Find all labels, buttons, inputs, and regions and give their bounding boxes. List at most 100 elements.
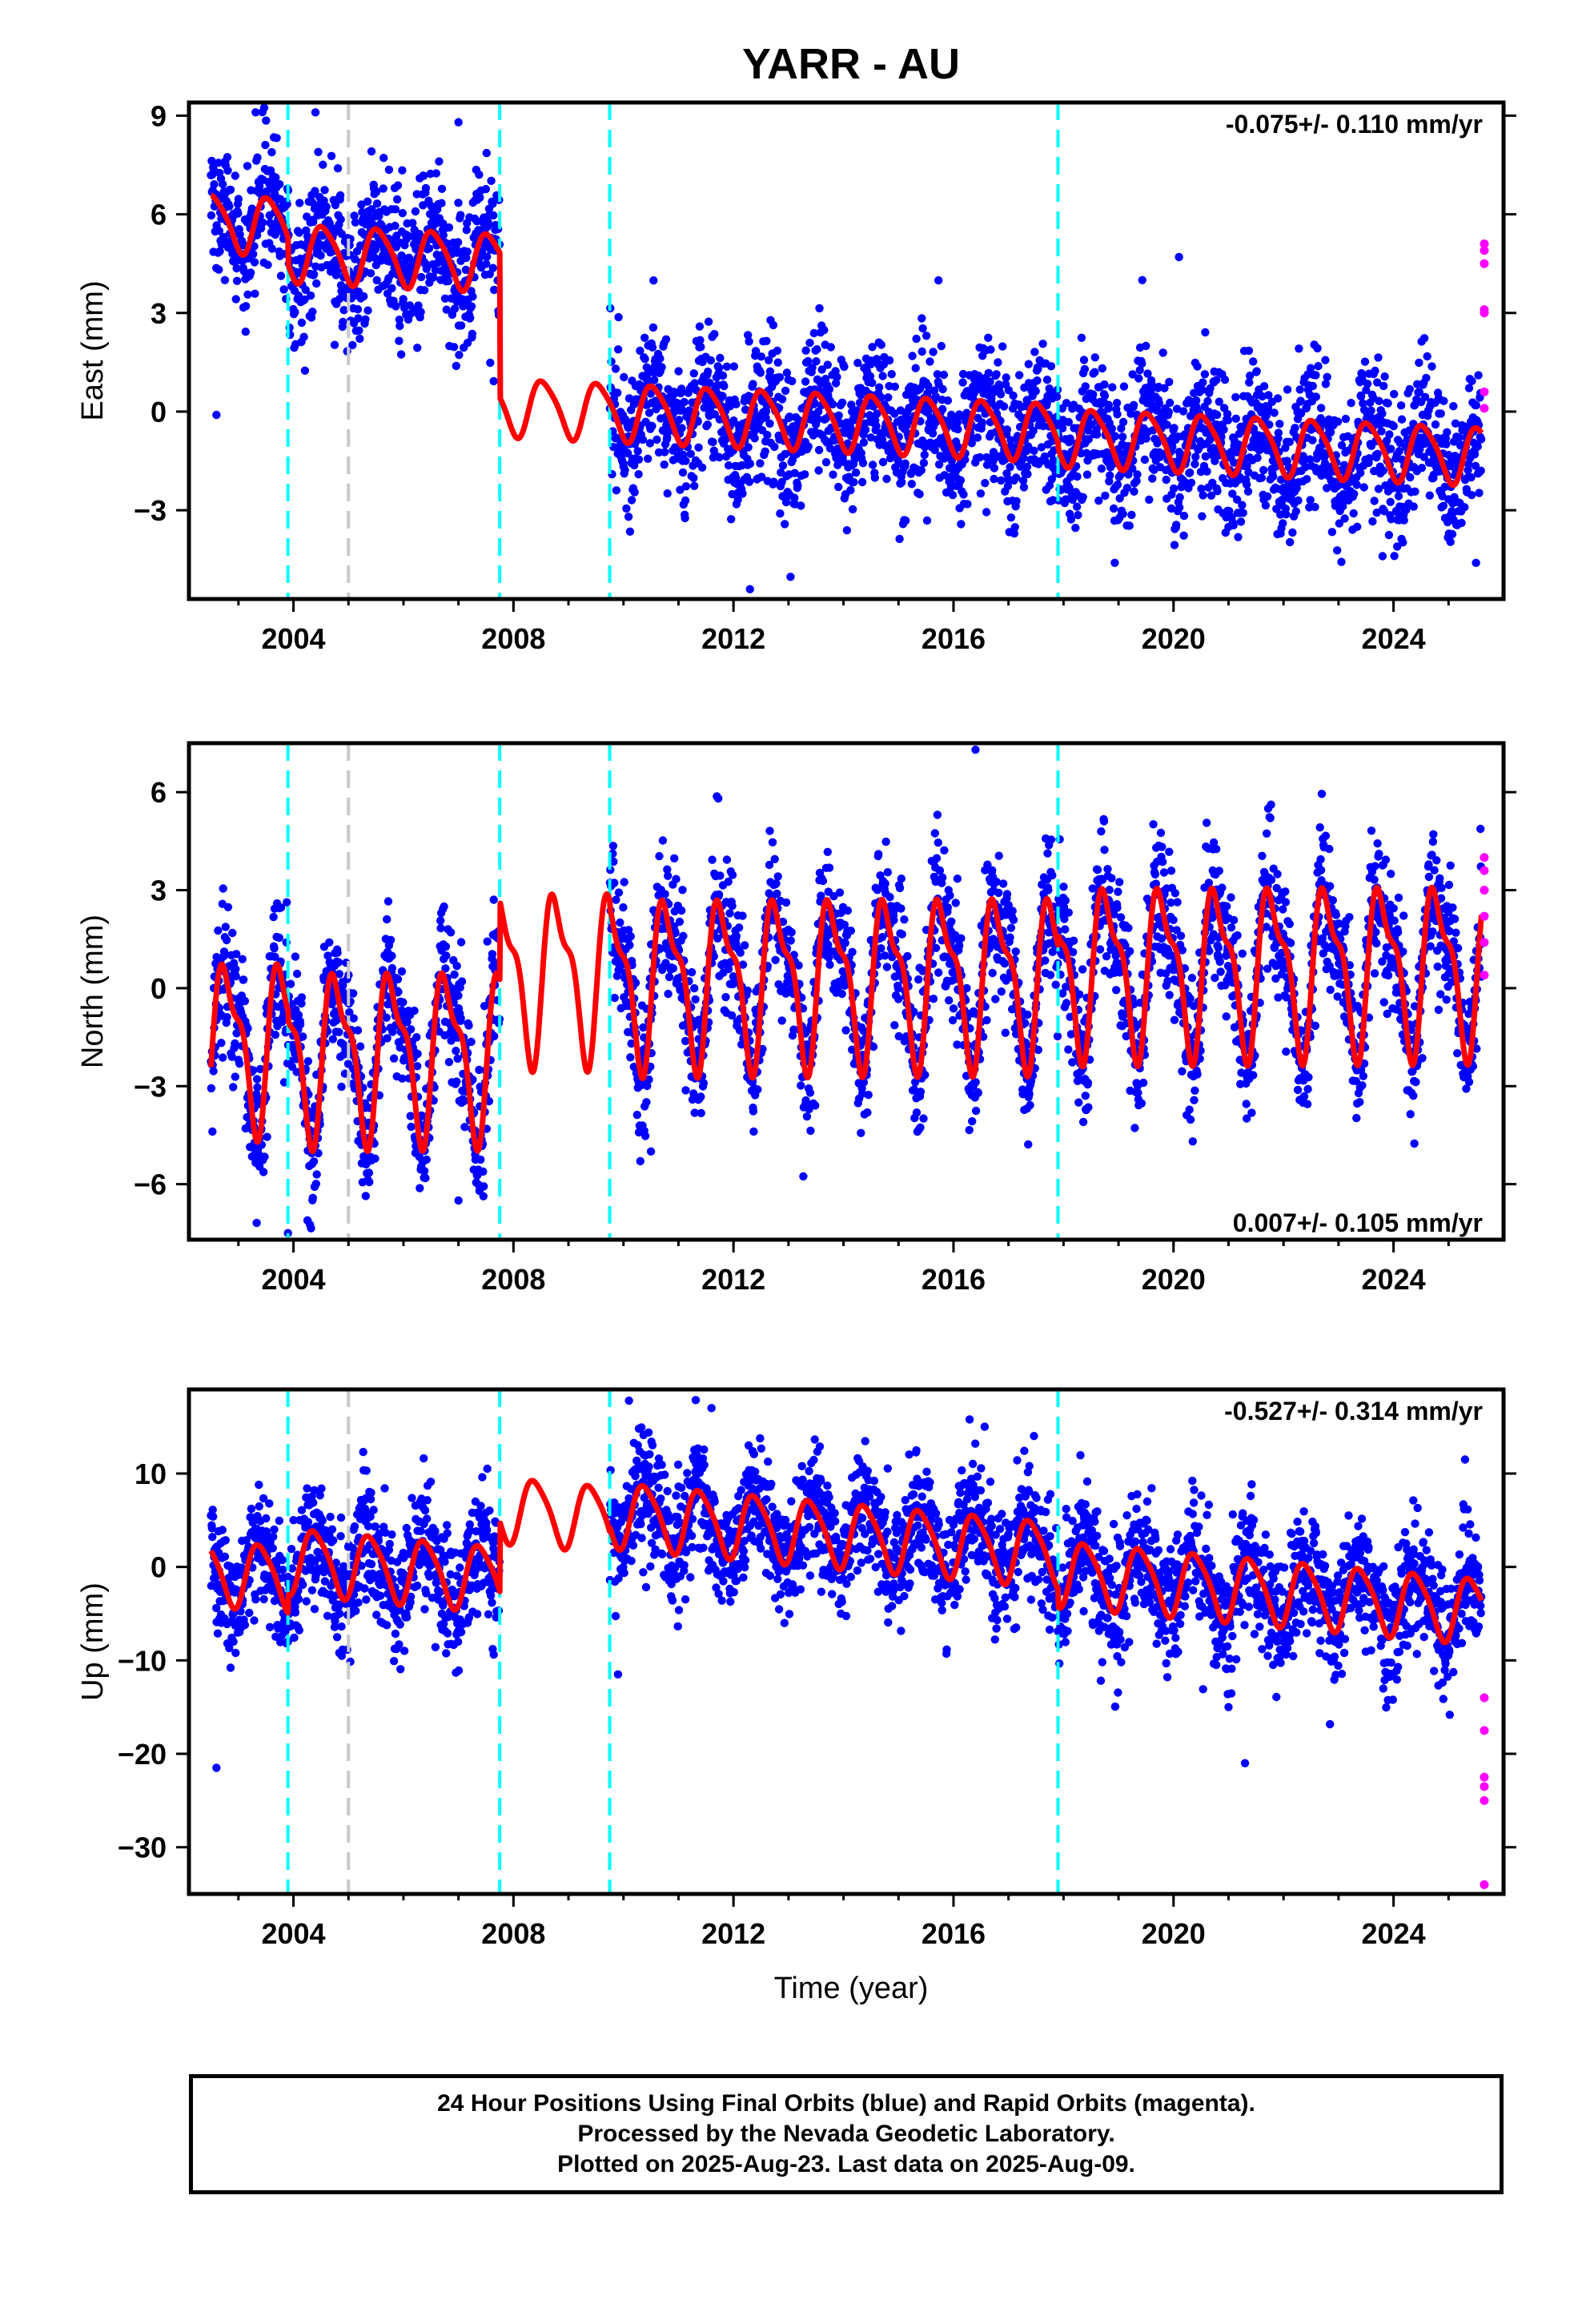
final-orbit-point	[1229, 458, 1239, 467]
final-orbit-point	[640, 1132, 650, 1140]
final-orbit-point	[895, 534, 904, 544]
final-orbit-point	[252, 1075, 262, 1084]
final-orbit-point	[1313, 344, 1322, 353]
final-orbit-point	[825, 444, 835, 452]
final-orbit-point	[804, 356, 813, 366]
final-orbit-point	[749, 1127, 758, 1136]
final-orbit-point	[396, 321, 404, 331]
final-orbit-point	[879, 360, 889, 369]
final-orbit-point	[882, 474, 891, 484]
final-orbit-point	[670, 854, 679, 863]
final-orbit-point	[1359, 483, 1368, 492]
final-orbit-point	[460, 1123, 469, 1132]
final-orbit-point	[885, 893, 894, 902]
final-orbit-point	[406, 1112, 415, 1120]
final-orbit-point	[1128, 464, 1137, 473]
final-orbit-point	[912, 334, 921, 344]
final-orbit-point	[215, 247, 224, 255]
final-orbit-point	[1390, 389, 1399, 399]
final-orbit-point	[1283, 385, 1292, 394]
final-orbit-point	[1231, 414, 1241, 423]
final-orbit-point	[413, 344, 422, 352]
final-orbit-point	[309, 217, 318, 227]
final-orbit-point	[777, 1016, 786, 1025]
final-orbit-point	[878, 372, 887, 380]
final-orbit-point	[387, 963, 397, 973]
final-orbit-point	[1323, 372, 1331, 381]
final-orbit-point	[1333, 417, 1343, 426]
final-orbit-point	[1379, 381, 1388, 391]
final-orbit-point	[697, 343, 705, 352]
final-orbit-point	[231, 295, 240, 304]
final-orbit-point	[1471, 461, 1480, 470]
final-orbit-point	[920, 450, 930, 460]
final-orbit-point	[630, 488, 639, 497]
final-orbit-point	[1212, 376, 1221, 384]
final-orbit-point	[1326, 428, 1335, 436]
final-orbit-point	[355, 326, 363, 335]
final-orbit-point	[1034, 364, 1042, 373]
final-orbit-point	[1306, 364, 1315, 372]
final-orbit-point	[484, 218, 492, 227]
final-orbit-point	[612, 486, 621, 495]
final-orbit-point	[721, 992, 730, 1002]
final-orbit-point	[732, 400, 741, 408]
final-orbit-point	[1215, 397, 1224, 406]
final-orbit-point	[1012, 473, 1021, 482]
final-orbit-point	[467, 1037, 476, 1047]
final-orbit-point	[609, 443, 618, 452]
final-orbit-point	[456, 1014, 465, 1023]
final-orbit-point	[1261, 501, 1271, 510]
final-orbit-point	[649, 276, 658, 285]
final-orbit-point	[788, 376, 797, 386]
final-orbit-point	[923, 388, 932, 398]
final-orbit-point	[1259, 465, 1268, 475]
final-orbit-point	[367, 147, 376, 156]
final-orbit-point	[1335, 519, 1344, 528]
final-orbit-point	[1472, 400, 1481, 410]
final-orbit-point	[1165, 377, 1174, 387]
final-orbit-point	[652, 435, 661, 444]
final-orbit-point	[881, 879, 889, 888]
final-orbit-point	[946, 475, 955, 484]
final-orbit-point	[1449, 402, 1458, 411]
final-orbit-point	[624, 513, 633, 521]
final-orbit-point	[1333, 546, 1342, 555]
final-orbit-point	[1311, 371, 1320, 380]
final-orbit-point	[646, 389, 655, 398]
final-orbit-point	[1164, 408, 1174, 416]
final-orbit-point	[212, 410, 221, 420]
final-orbit-point	[1138, 359, 1146, 368]
final-orbit-point	[834, 411, 843, 420]
final-orbit-point	[463, 247, 472, 256]
final-orbit-point	[1423, 352, 1431, 361]
final-orbit-point	[778, 461, 788, 470]
final-orbit-point	[922, 516, 932, 525]
final-orbit-point	[231, 1072, 239, 1081]
final-orbit-point	[756, 459, 765, 468]
final-orbit-point	[1104, 400, 1114, 409]
final-orbit-point	[741, 941, 749, 950]
final-orbit-point	[372, 275, 381, 285]
final-orbit-point	[728, 870, 737, 879]
final-orbit-point	[709, 437, 717, 447]
final-orbit-point	[1406, 472, 1415, 482]
final-orbit-point	[1147, 380, 1156, 388]
final-orbit-point	[260, 1152, 269, 1161]
final-orbit-point	[917, 347, 926, 356]
final-orbit-point	[1476, 466, 1485, 475]
final-orbit-point	[911, 364, 920, 372]
final-orbit-point	[275, 179, 284, 189]
rapid-orbit-points	[1480, 239, 1489, 413]
final-orbit-point	[1024, 360, 1034, 368]
final-orbit-point	[353, 1026, 363, 1035]
final-orbit-point	[1446, 537, 1455, 546]
final-orbit-point	[710, 330, 719, 339]
final-orbit-point	[776, 509, 785, 518]
final-orbit-point	[1089, 390, 1098, 399]
final-orbit-point	[841, 939, 849, 947]
final-orbit-point	[996, 390, 1006, 399]
final-orbit-point	[664, 871, 673, 880]
final-orbit-point	[416, 308, 425, 316]
final-orbit-point	[1474, 371, 1483, 380]
